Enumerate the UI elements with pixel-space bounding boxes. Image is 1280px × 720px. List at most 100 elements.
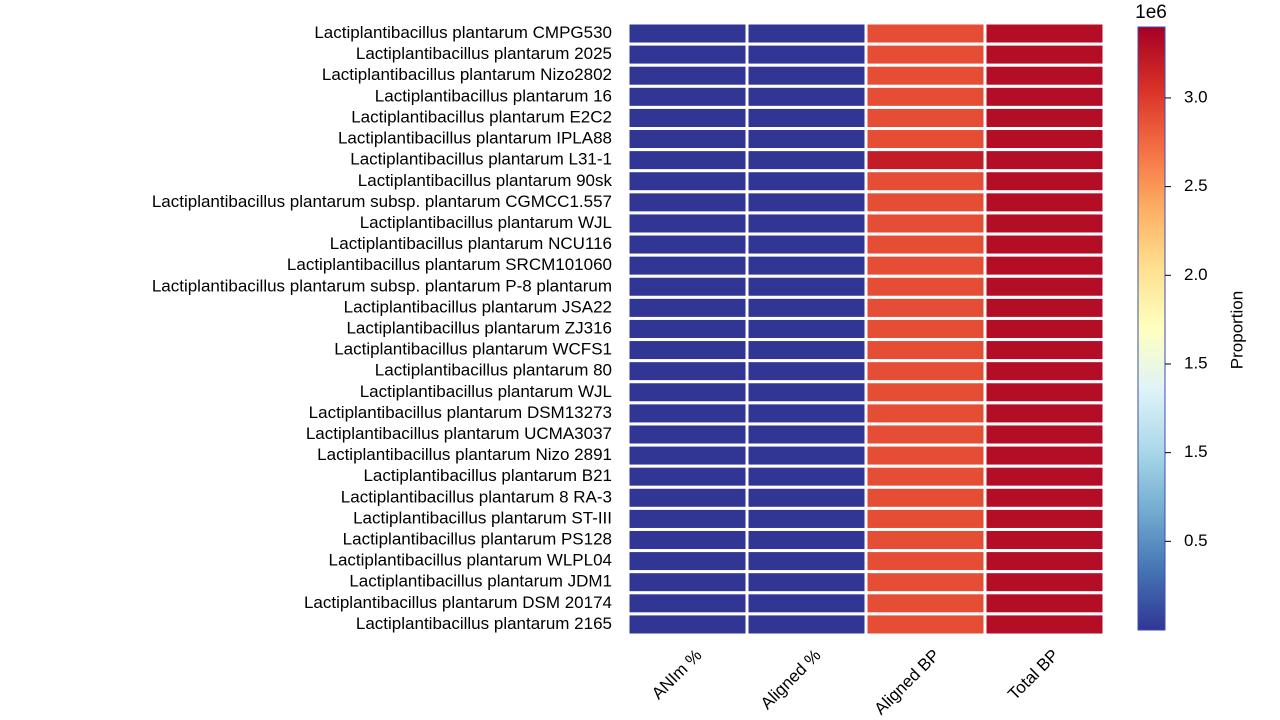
row-label: Lactiplantibacillus plantarum JDM1 [349, 572, 612, 591]
colorbar-tick-label: 2.5 [1184, 176, 1208, 195]
heatmap-cell [983, 21, 1106, 46]
heatmap-cell [626, 21, 749, 46]
row-label: Lactiplantibacillus plantarum DSM13273 [309, 403, 612, 422]
heatmap-cell [983, 401, 1106, 426]
heatmap-cell [864, 549, 987, 574]
row-label: Lactiplantibacillus plantarum WCFS1 [334, 340, 612, 359]
heatmap-cell [983, 211, 1106, 236]
row-label: Lactiplantibacillus plantarum B21 [363, 466, 612, 485]
heatmap-cell [983, 338, 1106, 363]
row-label: Lactiplantibacillus plantarum subsp. pla… [152, 192, 612, 211]
row-label: Lactiplantibacillus plantarum WJL [360, 213, 612, 232]
heatmap-cell [864, 422, 987, 447]
heatmap-cell [626, 190, 749, 215]
heatmap-cell [626, 359, 749, 384]
heatmap-cell [745, 316, 868, 342]
heatmap-cell [864, 359, 987, 384]
column-label: Aligned % [757, 646, 825, 714]
heatmap-cell [626, 527, 749, 553]
row-label: Lactiplantibacillus plantarum 16 [375, 86, 612, 105]
heatmap-cell [745, 338, 868, 363]
heatmap-cell [745, 127, 868, 152]
heatmap-cell [626, 232, 749, 257]
heatmap-cell [745, 464, 868, 489]
heatmap-cell [745, 42, 868, 67]
colorbar-tick-label: 1.5 [1184, 353, 1208, 372]
heatmap-cell [864, 485, 987, 510]
colorbar-label: Proportion [1227, 291, 1246, 369]
heatmap-cell [983, 612, 1106, 637]
heatmap-cell [745, 21, 868, 46]
heatmap-cell [983, 591, 1106, 616]
heatmap-cell [983, 127, 1106, 152]
heatmap-cell [626, 422, 749, 447]
heatmap-cell [626, 63, 749, 88]
heatmap-cell [864, 63, 987, 88]
column-label: Total BP [1004, 646, 1062, 704]
heatmap-cell [864, 570, 987, 595]
row-label: Lactiplantibacillus plantarum 90sk [358, 171, 613, 190]
heatmap-cell [864, 127, 987, 152]
row-label: Lactiplantibacillus plantarum 2165 [356, 614, 612, 633]
heatmap-cell [864, 338, 987, 363]
heatmap-cell [983, 316, 1106, 342]
heatmap-cell [626, 591, 749, 616]
heatmap-cell [864, 612, 987, 637]
heatmap-cell [626, 464, 749, 489]
heatmap-cell [983, 527, 1106, 553]
row-label: Lactiplantibacillus plantarum Nizo 2891 [317, 445, 612, 464]
heatmap-cell [626, 443, 749, 468]
heatmap-cell [626, 295, 749, 320]
heatmap-cell [864, 274, 987, 299]
heatmap-cell [745, 253, 868, 278]
heatmap-cell [626, 148, 749, 173]
heatmap-cell [626, 105, 749, 131]
heatmap-cell [983, 295, 1106, 320]
row-label: Lactiplantibacillus plantarum 2025 [356, 44, 612, 63]
heatmap-cell [745, 506, 868, 531]
heatmap-cell [745, 295, 868, 320]
heatmap-cell [745, 570, 868, 595]
colorbar [1137, 26, 1166, 631]
row-label: Lactiplantibacillus plantarum ZJ316 [346, 318, 612, 337]
heatmap-cell [983, 485, 1106, 510]
heatmap-cell [983, 274, 1106, 299]
heatmap-cell [745, 422, 868, 447]
heatmap-cell [626, 549, 749, 574]
colorbar-tick-label: 0.5 [1184, 531, 1208, 550]
heatmap-cell [983, 549, 1106, 574]
heatmap-cell [983, 169, 1106, 194]
heatmap-cell [864, 190, 987, 215]
heatmap-cell [745, 190, 868, 215]
heatmap-cell [983, 148, 1106, 173]
heatmap-cell [745, 443, 868, 468]
heatmap-cell [626, 274, 749, 299]
row-label: Lactiplantibacillus plantarum SRCM101060 [287, 255, 612, 274]
heatmap-cell [745, 549, 868, 574]
row-label: Lactiplantibacillus plantarum CMPG530 [314, 23, 612, 42]
heatmap-cell [864, 84, 987, 109]
row-label: Lactiplantibacillus plantarum 80 [375, 361, 612, 380]
heatmap-cell [864, 506, 987, 531]
colorbar-offset: 1e6 [1135, 2, 1167, 23]
row-label: Lactiplantibacillus plantarum Nizo2802 [322, 65, 612, 84]
heatmap-cell [864, 316, 987, 342]
heatmap-cell [983, 422, 1106, 447]
heatmap-cell [864, 527, 987, 553]
row-label: Lactiplantibacillus plantarum E2C2 [351, 107, 612, 126]
column-label: ANIm % [648, 646, 706, 704]
heatmap-cell [983, 443, 1106, 468]
heatmap-cell [745, 401, 868, 426]
heatmap-cell [983, 359, 1106, 384]
row-label: Lactiplantibacillus plantarum subsp. pla… [152, 276, 612, 295]
row-label: Lactiplantibacillus plantarum NCU116 [330, 234, 612, 253]
colorbar-tick-label: 1.5 [1184, 442, 1208, 461]
heatmap-cell [983, 190, 1106, 215]
row-label: Lactiplantibacillus plantarum ST-III [353, 508, 612, 527]
row-label: Lactiplantibacillus plantarum 8 RA-3 [341, 487, 612, 506]
heatmap-cell [626, 612, 749, 637]
heatmap-cell [983, 63, 1106, 88]
heatmap-cell [983, 84, 1106, 109]
row-label: Lactiplantibacillus plantarum UCMA3037 [306, 424, 612, 443]
